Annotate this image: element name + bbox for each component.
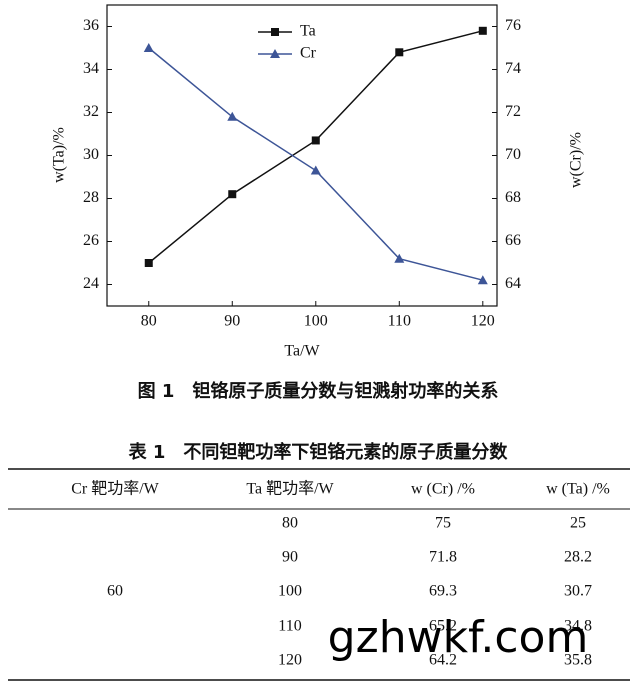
table-header: w (Cr) /% bbox=[411, 481, 475, 498]
y-axis-label: w(Ta)/% bbox=[51, 127, 68, 183]
marker bbox=[227, 111, 238, 121]
y-tick-label: 36 bbox=[83, 17, 99, 34]
table: Cr 靶功率/W Ta 靶功率/W w (Cr) /% w (Ta) /% 60 80 75… bbox=[71, 480, 610, 669]
table-header: Ta 靶功率/W bbox=[246, 480, 334, 498]
figure-caption: 图 1 钽铬原子质量分数与钽溅射功率的关系 bbox=[138, 380, 499, 402]
table-cell: 28.2 bbox=[564, 549, 592, 566]
y-tick-label: 32 bbox=[83, 103, 99, 120]
table-cell: 34.8 bbox=[564, 618, 592, 635]
chart: 80 90 100 110 120 24 26 28 30 32 34 36 64 66 68 70 72 74 7… bbox=[51, 4, 585, 360]
y-tick-label: 24 bbox=[83, 275, 99, 292]
legend-label: Ta bbox=[300, 23, 316, 40]
marker bbox=[477, 275, 488, 285]
table-cell: 90 bbox=[282, 549, 298, 566]
y2-tick-label: 68 bbox=[505, 189, 521, 206]
y-tick-label: 26 bbox=[83, 232, 99, 249]
x-tick-label: 90 bbox=[224, 313, 240, 330]
series-line bbox=[148, 47, 483, 281]
marker bbox=[394, 253, 405, 263]
table-header: w (Ta) /% bbox=[546, 481, 610, 498]
legend-label: Cr bbox=[300, 45, 317, 62]
table-cell: 30.7 bbox=[564, 583, 592, 600]
table-cell: 69.3 bbox=[429, 583, 457, 600]
table-cell: 65.2 bbox=[429, 618, 457, 635]
y-tick-label: 34 bbox=[83, 60, 99, 77]
x-tick-label: 80 bbox=[141, 313, 157, 330]
table-cell: 25 bbox=[570, 515, 586, 532]
series-line bbox=[148, 30, 483, 264]
table-header: Cr 靶功率/W bbox=[71, 480, 159, 498]
marker bbox=[478, 26, 487, 35]
table-cell: 35.8 bbox=[564, 652, 592, 669]
table-cell: 60 bbox=[107, 583, 123, 600]
x-axis-label: Ta/W bbox=[284, 343, 320, 360]
marker bbox=[143, 43, 154, 52]
y-tick-label: 30 bbox=[83, 146, 99, 163]
table-cell: 120 bbox=[278, 652, 302, 669]
y2-tick-label: 70 bbox=[505, 146, 521, 163]
table-title: 表 1 不同钽靶功率下钽铬元素的原子质量分数 bbox=[129, 441, 509, 463]
marker bbox=[395, 48, 404, 57]
marker bbox=[310, 165, 321, 175]
table-cell: 80 bbox=[282, 515, 298, 532]
marker bbox=[144, 259, 153, 267]
y2-tick-label: 72 bbox=[505, 103, 521, 120]
y-tick-label: 28 bbox=[83, 189, 99, 206]
marker bbox=[311, 136, 320, 145]
y2-tick-label: 66 bbox=[505, 232, 521, 249]
table-cell: 71.8 bbox=[429, 549, 457, 566]
marker bbox=[228, 190, 237, 199]
legend-marker bbox=[271, 28, 279, 36]
y2-axis-label: w(Cr)/% bbox=[568, 132, 585, 188]
x-tick-label: 100 bbox=[304, 313, 328, 330]
x-tick-label: 110 bbox=[388, 313, 411, 330]
table-cell: 75 bbox=[435, 515, 451, 532]
table-cell: 64.2 bbox=[429, 652, 457, 669]
y2-tick-label: 64 bbox=[505, 275, 521, 292]
y2-tick-label: 76 bbox=[505, 17, 521, 34]
watermark: gzhwkf.com bbox=[328, 612, 589, 663]
legend-marker bbox=[270, 49, 280, 58]
y2-tick-label: 74 bbox=[505, 60, 521, 77]
table-cell: 110 bbox=[278, 618, 301, 635]
table-cell: 100 bbox=[278, 583, 302, 600]
x-tick-label: 120 bbox=[471, 313, 495, 330]
